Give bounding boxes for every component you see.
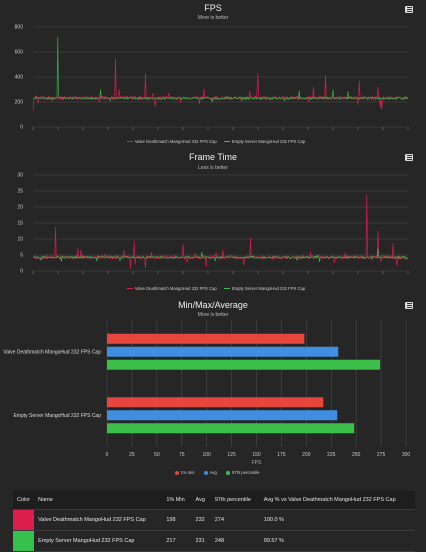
- series-line-2: [32, 248, 408, 262]
- minmax-legend: 1% min Avg 97th percentile: [0, 470, 426, 475]
- fps-chart-menu-icon[interactable]: [405, 6, 413, 13]
- fps-chart-subtitle: More is better: [197, 15, 229, 21]
- row-min: 217: [162, 530, 192, 552]
- series-line-1: [32, 194, 409, 269]
- x-tick-label: 275: [377, 452, 386, 458]
- legend-swatch: [223, 141, 230, 143]
- fps-legend: Valve Deathmatch MangoHud 232 FPS Cap Em…: [0, 139, 426, 144]
- header-avg: Avg: [191, 491, 211, 510]
- y-tick-label: 20: [17, 205, 23, 211]
- y-tick-label: 10: [17, 237, 23, 243]
- legend-series-2: Empty Server MangoHud 232 FPS Cap: [231, 286, 306, 291]
- table-row: Empty Server MangoHud 232 FPS Cap 217 23…: [13, 530, 415, 552]
- minmax-chart-subtitle: More is better: [197, 312, 229, 318]
- minmax-chart-title: Min/Max/Average: [178, 300, 248, 310]
- legend-series-1: Valve Deathmatch MangoHud 232 FPS Cap: [134, 286, 217, 291]
- x-tick-label: 125: [227, 452, 236, 458]
- frametime-chart-subtitle: Less is better: [198, 165, 228, 171]
- legend-swatch: [126, 141, 133, 143]
- y-tick-label: 600: [15, 50, 24, 56]
- bar-1-min: [107, 397, 324, 408]
- frametime-chart-menu-icon[interactable]: [405, 154, 413, 161]
- frametime-legend: Valve Deathmatch MangoHud 232 FPS Cap Em…: [0, 286, 426, 291]
- header-p97: 97th percentile: [210, 491, 260, 510]
- minmax-bar-chart: 0 25 50 75 100 125 150 175 200 225 250 275 300 FPS Val…: [3, 320, 411, 466]
- x-tick-label: 100: [202, 452, 211, 458]
- table-header-row: Color Name 1% Min Avg 97th percentile Av…: [13, 491, 415, 510]
- y-tick-label: 0: [20, 269, 23, 275]
- row-min: 198: [162, 509, 192, 531]
- x-tick-label: 200: [302, 452, 311, 458]
- row-avg: 232: [191, 509, 211, 531]
- bar-avg: [107, 346, 339, 357]
- legend-97th: 97th percentile: [231, 470, 260, 475]
- row-color-swatch: [13, 509, 35, 531]
- x-tick-label: 50: [154, 452, 160, 458]
- row-p97: 274: [210, 509, 260, 531]
- legend-1pct-min: 1% min: [180, 470, 195, 475]
- legend-swatch: [126, 288, 133, 290]
- header-name: Name: [34, 491, 163, 510]
- bar-97th-percentile: [107, 359, 381, 370]
- series-line-2: [32, 36, 409, 103]
- x-tick-label: 0: [106, 452, 109, 458]
- row-color-swatch: [13, 530, 35, 552]
- y-tick-label: 0: [20, 125, 23, 131]
- x-tick-label: 225: [327, 452, 336, 458]
- y-tick-label: 30: [17, 173, 23, 179]
- bar-1-min: [107, 333, 305, 344]
- bar-avg: [107, 410, 338, 421]
- x-axis-label: FPS: [252, 460, 262, 466]
- legend-series-2: Empty Server MangoHud 232 FPS Cap: [231, 139, 306, 144]
- series-line-1: [32, 58, 409, 111]
- y-tick-label: 15: [17, 221, 23, 227]
- frametime-chart-title: Frame Time: [188, 152, 237, 162]
- frametime-line-chart: 0 5 10 15 20 25 30: [17, 173, 409, 275]
- row-name: Empty Server MangoHud 232 FPS Cap: [34, 530, 163, 552]
- bar-97th-percentile: [107, 423, 355, 434]
- legend-dot: [225, 470, 230, 475]
- header-pct: Avg % vs Valve Deathmatch MangoHud 232 F…: [259, 491, 415, 510]
- fps-line-chart: 0 200 400 600 800: [15, 25, 409, 131]
- minmax-chart-menu-icon[interactable]: [405, 302, 413, 309]
- legend-dot: [203, 470, 208, 475]
- legend-dot: [174, 470, 179, 475]
- header-color: Color: [13, 491, 35, 510]
- x-tick-label: 150: [252, 452, 261, 458]
- x-tick-label: 25: [129, 452, 135, 458]
- row-avg: 231: [191, 530, 211, 552]
- header-min: 1% Min: [162, 491, 192, 510]
- legend-swatch: [223, 288, 230, 290]
- table-row: Valve Deathmatch MangoHud 232 FPS Cap 19…: [13, 509, 415, 531]
- x-tick-label: 250: [352, 452, 361, 458]
- results-table: Color Name 1% Min Avg 97th percentile Av…: [13, 491, 415, 552]
- legend-avg: Avg: [209, 470, 217, 475]
- y-tick-label: 200: [15, 100, 24, 106]
- x-tick-label: 175: [277, 452, 286, 458]
- row-pct: 99.57 %: [259, 530, 415, 552]
- y-tick-label: 400: [15, 75, 24, 81]
- row-name: Valve Deathmatch MangoHud 232 FPS Cap: [34, 509, 163, 531]
- y-tick-label: 25: [17, 189, 23, 195]
- row-p97: 248: [210, 530, 260, 552]
- x-tick-label: 75: [179, 452, 185, 458]
- legend-series-1: Valve Deathmatch MangoHud 232 FPS Cap: [134, 139, 217, 144]
- category-label: Empty Server MangoHud 232 FPS Cap: [13, 413, 101, 419]
- row-pct: 100.0 %: [259, 509, 415, 531]
- y-tick-label: 800: [15, 25, 24, 31]
- y-tick-label: 5: [20, 253, 23, 259]
- fps-chart-title: FPS: [204, 3, 222, 13]
- category-label: Valve Deathmatch MangoHud 232 FPS Cap: [3, 349, 101, 355]
- x-tick-label: 300: [402, 452, 411, 458]
